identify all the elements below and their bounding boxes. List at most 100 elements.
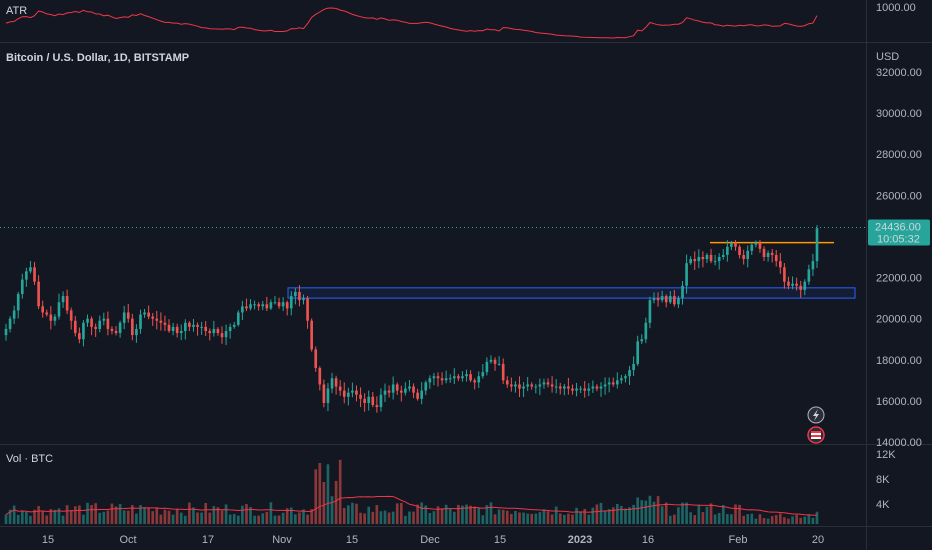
candle-body xyxy=(155,318,159,321)
volume-bar xyxy=(693,515,697,524)
candle-body xyxy=(591,386,595,389)
time-axis[interactable]: 15 Oct 17 Nov 15 Dec 15 2023 16 Feb 20 xyxy=(42,534,824,546)
candle-body xyxy=(326,388,330,403)
volume-bar xyxy=(571,514,574,524)
volume-bar xyxy=(461,505,464,524)
volume-bar xyxy=(151,511,155,524)
volume-bar xyxy=(465,504,468,524)
candle-body xyxy=(681,285,684,299)
volume-bar xyxy=(135,513,138,524)
volume-bar xyxy=(53,509,57,524)
candle-body xyxy=(90,318,93,327)
volume-bar xyxy=(575,507,578,524)
candle-body xyxy=(98,320,102,329)
candle-body xyxy=(774,254,778,262)
volume-bar xyxy=(518,512,521,524)
volume-bar xyxy=(754,518,758,524)
volume-bar xyxy=(314,469,318,524)
volume-bar xyxy=(224,504,228,524)
support-zone-rectangle[interactable] xyxy=(287,287,856,299)
candles xyxy=(4,225,819,413)
candle-body xyxy=(514,384,517,387)
candle-body xyxy=(78,333,81,340)
candle-body xyxy=(501,363,505,381)
candle-body xyxy=(355,390,358,395)
economic-event-flag-icon[interactable] xyxy=(807,426,825,444)
price-axis[interactable]: 32000.00 30000.00 28000.00 26000.00 22000.00… xyxy=(876,67,922,449)
candle-body xyxy=(477,376,481,383)
volume-bar xyxy=(29,515,32,524)
volume-pane[interactable]: Vol · BTC 12K 8K 4K xyxy=(4,449,897,524)
volume-bar xyxy=(664,502,668,524)
candle-body xyxy=(383,390,387,395)
candle-body xyxy=(424,382,428,391)
candle-body xyxy=(257,304,260,307)
candle-body xyxy=(644,322,648,340)
candle-body xyxy=(86,318,89,323)
candle-body xyxy=(636,341,640,364)
candle-body xyxy=(151,316,155,319)
candle-body xyxy=(660,296,664,301)
candle-body xyxy=(795,283,798,286)
volume-bar xyxy=(807,514,811,524)
volume-bar xyxy=(147,507,150,524)
volume-bar xyxy=(220,510,224,524)
volume-bar xyxy=(33,509,36,524)
candle-body xyxy=(135,328,138,336)
candle-body xyxy=(815,228,819,262)
symbol-title[interactable]: Bitcoin / U.S. Dollar, 1D, BITSTAMP xyxy=(6,52,189,64)
volume-bar xyxy=(628,507,631,524)
volume-bar xyxy=(139,505,142,524)
candle-body xyxy=(379,394,383,408)
volume-bar xyxy=(554,506,558,524)
volume-bar xyxy=(685,502,688,524)
volume-bar xyxy=(587,514,591,524)
candle-body xyxy=(530,384,534,387)
candle-body xyxy=(192,324,195,327)
candle-body xyxy=(41,306,45,313)
volume-bar xyxy=(236,515,240,524)
time-tick: 2023 xyxy=(568,534,592,546)
candle-body xyxy=(200,326,203,328)
volume-bar xyxy=(778,513,782,524)
candle-body xyxy=(224,331,228,338)
candle-body xyxy=(245,306,248,309)
candle-body xyxy=(758,242,762,249)
currency-label: USD xyxy=(876,51,899,63)
candle-body xyxy=(701,257,705,260)
lightning-icon[interactable] xyxy=(807,406,825,424)
atr-label[interactable]: ATR xyxy=(6,5,27,17)
candle-body xyxy=(811,261,815,270)
volume-bar xyxy=(668,515,672,524)
volume-bar xyxy=(477,507,481,524)
price-tick: 30000.00 xyxy=(876,108,922,120)
candle-body xyxy=(522,386,525,389)
candle-body xyxy=(236,312,240,325)
time-tick: 16 xyxy=(642,534,654,546)
candle-body xyxy=(807,269,811,282)
candle-body xyxy=(367,396,371,403)
price-tick: 16000.00 xyxy=(876,396,922,408)
volume-bar xyxy=(738,504,741,524)
volume-bar xyxy=(200,512,203,524)
candle-body xyxy=(595,386,599,389)
candle-body xyxy=(440,378,444,381)
candle-body xyxy=(583,388,587,391)
atr-pane[interactable]: ATR 1000.00 xyxy=(5,2,916,39)
price-pane[interactable]: Bitcoin / U.S. Dollar, 1D, BITSTAMP USD … xyxy=(0,51,930,449)
candle-body xyxy=(546,382,550,385)
volume-bar xyxy=(497,509,501,524)
volume-bar xyxy=(86,502,89,524)
volume-bar xyxy=(114,506,118,524)
volume-label[interactable]: Vol · BTC xyxy=(6,453,53,465)
volume-bar xyxy=(49,509,53,524)
candle-body xyxy=(351,390,354,393)
candle-body xyxy=(554,386,558,388)
candle-body xyxy=(791,283,794,286)
candle-body xyxy=(20,279,24,294)
volume-bar xyxy=(8,509,12,524)
volume-bar xyxy=(216,507,220,524)
candle-body xyxy=(399,390,403,393)
candle-body xyxy=(196,324,199,327)
